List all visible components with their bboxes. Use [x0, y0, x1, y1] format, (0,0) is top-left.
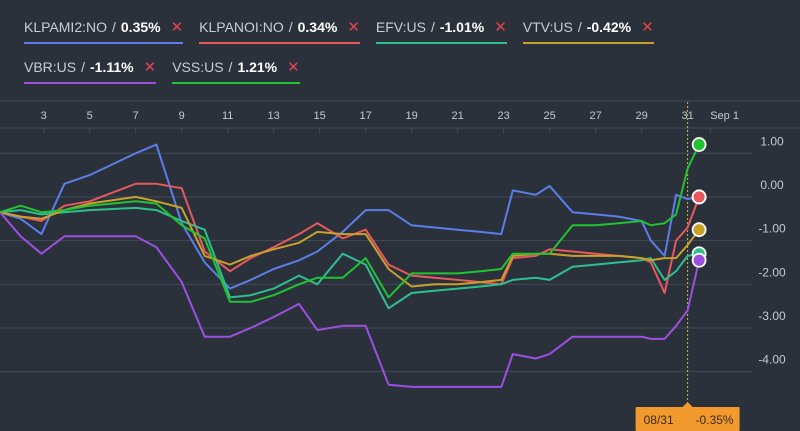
x-tick-label: 3	[41, 110, 47, 122]
x-tick-label: 7	[133, 110, 139, 122]
close-icon[interactable]: ✕	[494, 19, 507, 36]
legend-item[interactable]: VSS:US/1.21% ✕	[172, 58, 300, 84]
x-tick-label: 5	[87, 110, 93, 122]
legend-symbol: VTV:US	[522, 19, 573, 35]
legend-change: 1.21%	[237, 59, 278, 75]
x-tick-label: 29	[635, 110, 647, 122]
legend-item[interactable]: KLPANOI:NO/0.34% ✕	[199, 18, 360, 44]
crosshair-tooltip-box	[635, 407, 740, 431]
y-tick-label: 1.00	[760, 134, 784, 148]
legend-row: KLPAMI2:NO/0.35% ✕ KLPANOI:NO/0.34% ✕ EFV:US…	[24, 18, 764, 58]
y-tick-label: -1.00	[758, 222, 786, 236]
legend-separator: /	[288, 19, 293, 35]
legend-change: 0.35%	[120, 19, 161, 35]
legend-symbol: KLPANOI:NO	[199, 19, 284, 35]
legend-symbol: EFV:US	[375, 19, 426, 35]
series-end-marker	[691, 222, 707, 238]
legend-separator: /	[112, 19, 116, 35]
legend-separator: /	[430, 19, 435, 35]
y-tick-label: -3.00	[758, 309, 786, 323]
x-tick-label: Sep 1	[710, 110, 739, 122]
series-line	[0, 206, 700, 310]
legend-separator: /	[228, 59, 233, 75]
series-end-marker	[691, 137, 707, 152]
legend-change: -1.11%	[90, 59, 134, 75]
close-icon[interactable]: ✕	[347, 19, 360, 36]
close-icon[interactable]: ✕	[170, 19, 184, 36]
legend-separator: /	[81, 59, 86, 75]
y-tick-label: 0.00	[760, 178, 784, 192]
x-tick-label: 25	[544, 110, 556, 122]
x-tick-label: 17	[360, 110, 372, 122]
tooltip-date: 08/31	[644, 413, 674, 427]
x-tick-label: 13	[268, 110, 280, 122]
series-line	[0, 143, 700, 290]
legend-change: 0.34%	[297, 19, 338, 35]
legend-symbol: VSS:US	[172, 59, 224, 75]
legend-item[interactable]: VBR:US / -1.11% ✕	[24, 58, 157, 84]
legend-symbol: KLPAMI2:NO	[24, 19, 107, 35]
legend-change: -0.42%	[586, 19, 632, 35]
legend-separator: /	[577, 19, 582, 35]
series-end-marker	[691, 189, 707, 205]
legend-item[interactable]: VTV:US / -0.42% ✕	[522, 18, 654, 44]
series-line	[0, 144, 701, 303]
legend-change: -1.01%	[439, 19, 485, 35]
legend-item[interactable]: EFV:US / -1.01% ✕	[375, 18, 507, 44]
legend-item[interactable]: KLPAMI2:NO /0.35% ✕	[24, 18, 184, 44]
x-tick-label: 19	[406, 110, 418, 122]
legend-symbol: VBR:US	[24, 59, 77, 75]
series-line	[0, 195, 700, 288]
x-tick-label: 9	[179, 110, 185, 122]
series-line	[0, 211, 701, 388]
close-icon[interactable]: ✕	[287, 59, 300, 76]
crosshair-tooltip-pointer	[682, 402, 693, 407]
series-line	[0, 182, 701, 294]
close-icon[interactable]: ✕	[143, 59, 157, 76]
x-tick-label: 21	[452, 110, 464, 122]
x-tick-label: 15	[314, 110, 326, 122]
close-icon[interactable]: ✕	[641, 19, 654, 36]
legend-row: VBR:US / -1.11% ✕ VSS:US/1.21% ✕	[24, 58, 764, 98]
chart-legend: KLPAMI2:NO/0.35% ✕ KLPANOI:NO/0.34% ✕ EFV:US…	[24, 18, 764, 98]
x-tick-label: 27	[589, 110, 601, 122]
x-tick-label: 23	[498, 110, 510, 122]
x-tick-label: 11	[222, 110, 233, 122]
y-tick-label: -4.00	[758, 353, 786, 367]
y-tick-label: -2.00	[758, 265, 786, 279]
series-end-marker	[691, 252, 707, 268]
tooltip-value: -0.35%	[696, 413, 734, 427]
